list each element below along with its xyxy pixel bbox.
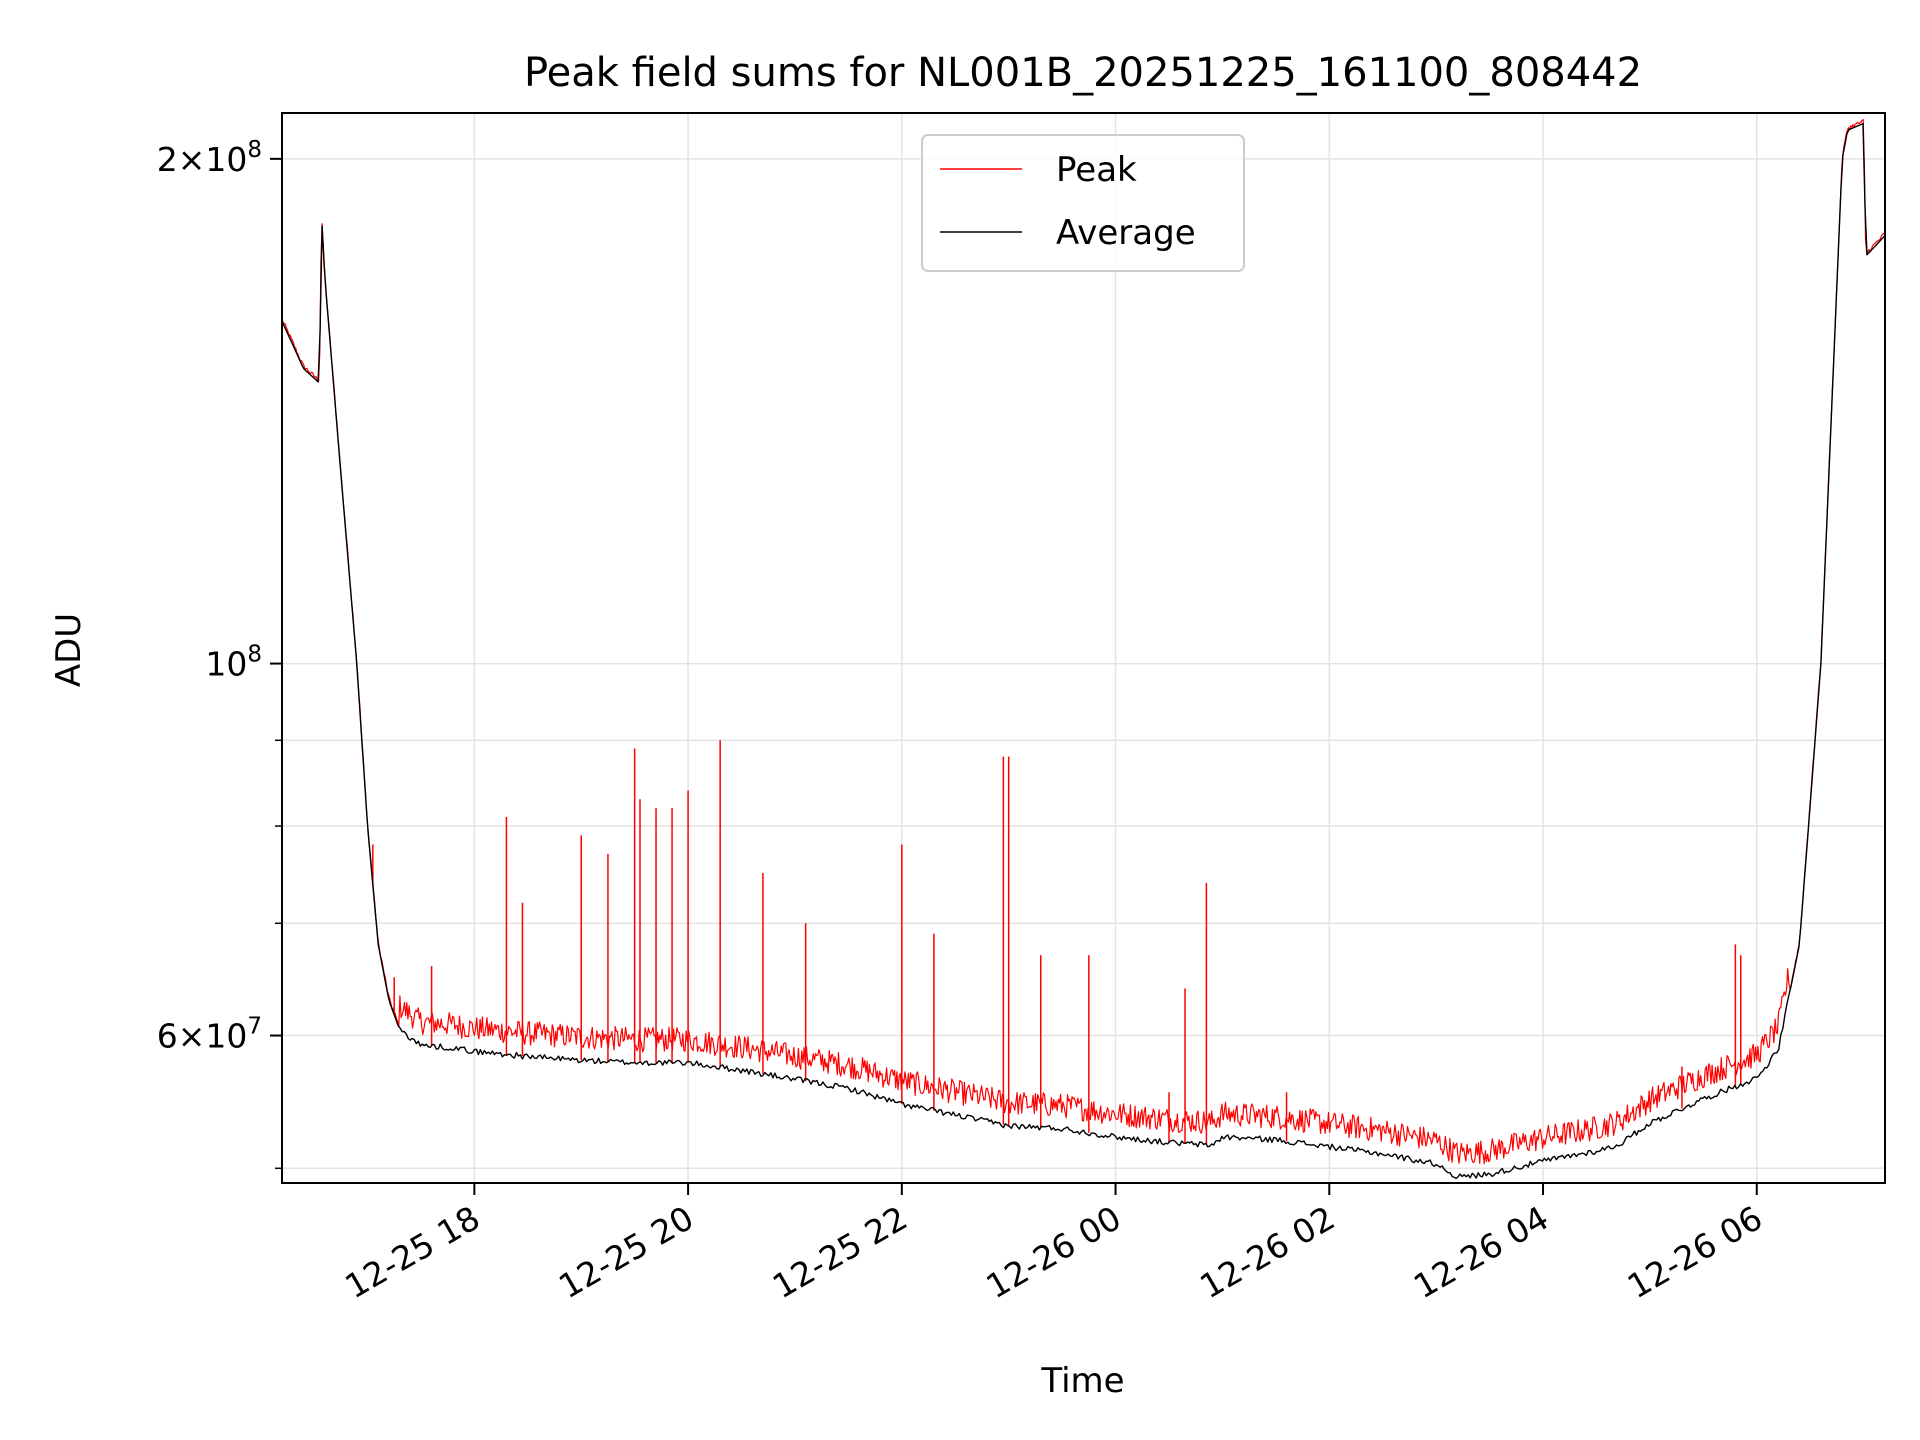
legend: Peak Average bbox=[921, 134, 1245, 272]
y-tick-label: 2×108 bbox=[157, 137, 262, 179]
x-axis-label: Time bbox=[1040, 1361, 1124, 1401]
chart-title: Peak field sums for NL001B_20251225_1611… bbox=[524, 50, 1642, 96]
peak-line bbox=[281, 119, 1886, 1165]
y-tick-label-exponent: 8 bbox=[247, 642, 262, 668]
legend-peak-label: Peak bbox=[1056, 150, 1137, 190]
legend-average-label: Average bbox=[1056, 213, 1196, 253]
y-tick-label-base: 6×10 bbox=[157, 1017, 248, 1056]
y-axis-label: ADU bbox=[49, 613, 89, 687]
axes-frame bbox=[281, 112, 1886, 1184]
y-tick-label-base: 10 bbox=[205, 645, 247, 684]
plot-area bbox=[281, 119, 1886, 1180]
y-tick-label: 6×107 bbox=[157, 1014, 262, 1056]
y-tick-label-exponent: 7 bbox=[247, 1014, 262, 1040]
y-tick-label-base: 2×10 bbox=[157, 140, 248, 179]
y-tick-label: 108 bbox=[205, 642, 262, 684]
average-line bbox=[281, 122, 1886, 1180]
y-tick-label-exponent: 8 bbox=[247, 137, 262, 163]
